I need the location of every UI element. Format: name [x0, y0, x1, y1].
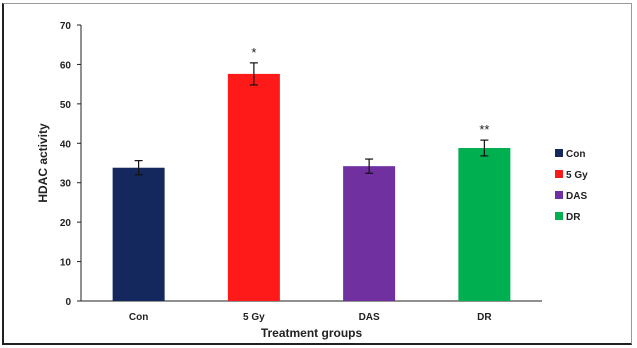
y-tick-label: 40 — [60, 139, 72, 150]
chart-frame — [2, 3, 632, 345]
significance-marker: ** — [479, 122, 489, 137]
legend-label: DAS — [566, 191, 587, 202]
bar-5-gy — [227, 73, 280, 302]
y-axis — [77, 24, 82, 302]
significance-marker: * — [251, 45, 256, 60]
legend-swatch — [555, 149, 563, 157]
bar-das — [343, 166, 396, 301]
x-tick-label: DR — [477, 312, 492, 323]
y-tick-label: 0 — [65, 297, 71, 308]
y-tick-label: 70 — [60, 21, 72, 32]
y-tick-label: 10 — [60, 258, 72, 269]
legend-swatch — [555, 191, 563, 199]
legend-label: DR — [566, 212, 581, 223]
x-tick-label: Con — [129, 312, 148, 323]
x-tick-labels: Con 5 Gy DAS DR — [129, 312, 492, 323]
y-tick-label: 20 — [60, 218, 72, 229]
legend-swatch — [555, 170, 563, 178]
y-tick-label: 30 — [60, 179, 72, 190]
legend-swatch — [555, 212, 563, 220]
bar-con — [112, 167, 165, 301]
legend-label: Con — [566, 149, 585, 160]
legend-label: 5 Gy — [566, 170, 588, 181]
bar-dr — [458, 148, 511, 301]
y-tick-labels: 0 10 20 30 40 50 60 70 — [60, 21, 72, 308]
x-tick-label: 5 Gy — [243, 312, 265, 323]
x-tick-label: DAS — [359, 312, 380, 323]
x-axis-title: Treatment groups — [261, 326, 363, 340]
y-axis-title: HDAC activity — [36, 123, 50, 203]
y-tick-label: 50 — [60, 100, 72, 111]
legend: Con 5 Gy DAS DR — [555, 149, 588, 223]
y-tick-label: 60 — [60, 60, 72, 71]
bars: *** — [112, 45, 511, 302]
